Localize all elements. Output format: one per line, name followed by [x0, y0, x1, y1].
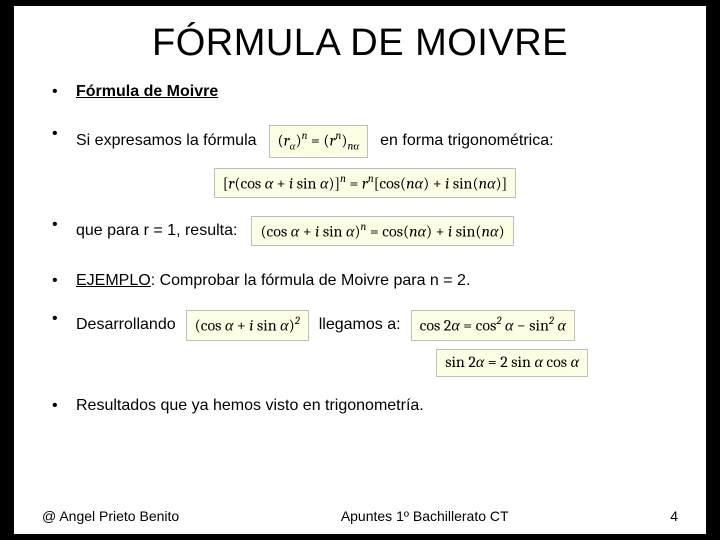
bullet-result: Resultados que ya hemos visto en trigono… [52, 397, 678, 415]
slide-title: FÓRMULA DE MOIVRE [14, 6, 706, 83]
intro-post: en forma trigonométrica: [380, 132, 553, 150]
slide: FÓRMULA DE MOIVRE Fórmula de Moivre Si e… [14, 6, 706, 534]
bullet-list: Fórmula de Moivre Si expresamos la fórmu… [52, 83, 678, 415]
page-number: 4 [670, 508, 678, 524]
formula-sin2a: sin 2α = 2 sin α cos α [436, 349, 588, 377]
bullet-example: EJEMPLO: Comprobar la fórmula de Moivre … [52, 272, 678, 290]
formula-power: (rα)n = (rn)n·α [269, 125, 369, 158]
intro-pre: Si expresamos la fórmula [76, 132, 257, 150]
footer-author: @ Angel Prieto Benito [42, 508, 179, 524]
develop-mid: llegamos a: [319, 316, 401, 334]
example-label: EJEMPLO [76, 272, 151, 289]
formula-r1: (cos α + i sin α)n = cos(nα) + i sin(nα) [251, 216, 513, 246]
heading-text: Fórmula de Moivre [76, 83, 218, 100]
formula-develop: (cos α + i sin α)2 [186, 310, 309, 340]
bullet-intro: Si expresamos la fórmula (rα)n = (rn)n·α… [52, 125, 678, 158]
content-area: Fórmula de Moivre Si expresamos la fórmu… [14, 83, 706, 415]
formula-trig-row: [r(cos α + i sin α)]n = rn[cos(nα) + i s… [52, 168, 678, 198]
formula-trig: [r(cos α + i sin α)]n = rn[cos(nα) + i s… [214, 168, 516, 198]
r1-text: que para r = 1, resulta: [76, 222, 237, 240]
bullet-heading: Fórmula de Moivre [52, 83, 678, 101]
bullet-r1: que para r = 1, resulta: (cos α + i sin … [52, 216, 678, 246]
example-text: : Comprobar la fórmula de Moivre para n … [151, 272, 471, 289]
result-text: Resultados que ya hemos visto en trigono… [76, 397, 424, 414]
bullet-develop: Desarrollando (cos α + i sin α)2 llegamo… [52, 310, 678, 340]
develop-pre: Desarrollando [76, 316, 176, 334]
formula-sin2a-row: sin 2α = 2 sin α cos α [52, 349, 678, 377]
formula-cos2a: cos 2α = cos2 α − sin2 α [411, 310, 575, 340]
footer: @ Angel Prieto Benito Apuntes 1º Bachill… [42, 508, 678, 524]
footer-center: Apuntes 1º Bachillerato CT [179, 508, 670, 524]
